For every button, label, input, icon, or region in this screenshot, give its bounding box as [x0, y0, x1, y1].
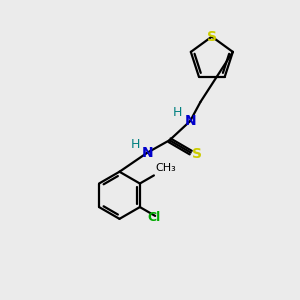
Text: N: N [142, 146, 153, 160]
Text: H: H [130, 138, 140, 151]
Text: N: N [184, 114, 196, 128]
Text: Cl: Cl [147, 211, 160, 224]
Text: S: S [207, 30, 217, 44]
Text: CH₃: CH₃ [155, 163, 176, 173]
Text: S: S [192, 147, 202, 161]
Text: H: H [173, 106, 182, 119]
